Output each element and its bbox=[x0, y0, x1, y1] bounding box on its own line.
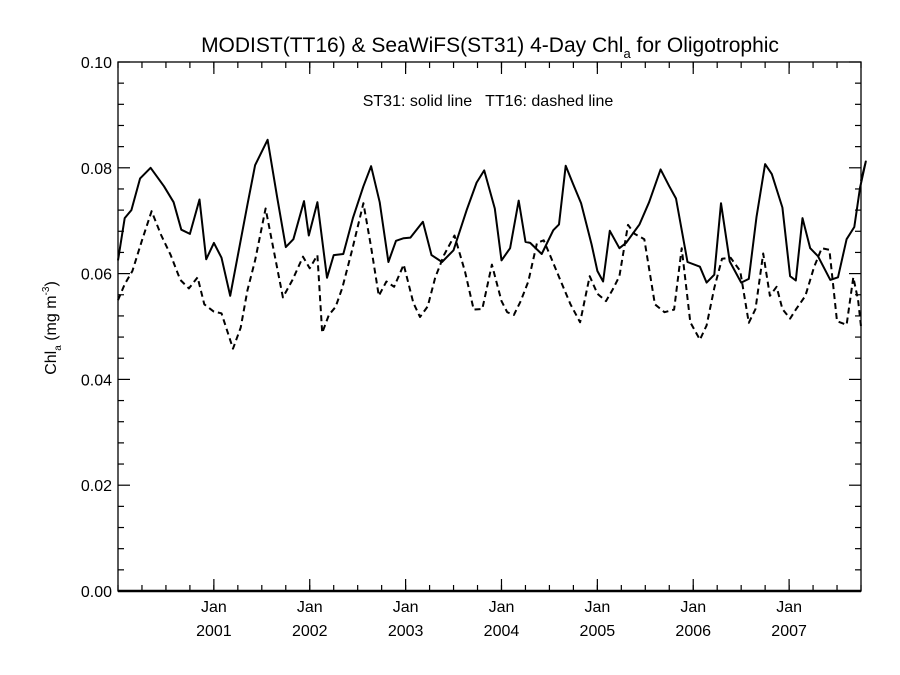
chart-title-main: MODIST(TT16) & SeaWiFS(ST31) 4-Day Chl bbox=[201, 34, 623, 57]
y-tick-label: 0.04 bbox=[81, 372, 112, 389]
x-tick-label-year: 2007 bbox=[771, 623, 807, 640]
x-tick-label-year: 2001 bbox=[196, 623, 232, 640]
svg-text:Chla (mg m-3): Chla (mg m-3) bbox=[41, 281, 64, 375]
x-tick-label-year: 2006 bbox=[675, 623, 711, 640]
x-tick-label-month: Jan bbox=[680, 599, 706, 616]
x-tick-label-month: Jan bbox=[776, 599, 802, 616]
y-axis-label-superscript: -3 bbox=[41, 286, 52, 295]
series-line-tt16 bbox=[117, 202, 862, 350]
y-tick-label: 0.08 bbox=[81, 161, 112, 178]
y-tick-label: 0.10 bbox=[81, 55, 112, 72]
y-tick-label: 0.02 bbox=[81, 478, 112, 495]
x-tick-label-month: Jan bbox=[201, 599, 227, 616]
series-layer bbox=[117, 138, 867, 350]
x-tick-label-month: Jan bbox=[393, 599, 419, 616]
x-tick-label-year: 2002 bbox=[292, 623, 328, 640]
series-line-st31 bbox=[117, 138, 867, 297]
chart-title: MODIST(TT16) & SeaWiFS(ST31) 4-Day Chla … bbox=[201, 34, 779, 61]
y-axis-label: Chla (mg m-3) bbox=[41, 281, 64, 375]
y-tick-label: 0.00 bbox=[81, 584, 112, 601]
chart-title-tail: for Oligotrophic bbox=[631, 34, 779, 57]
y-axis-label-mid: (mg m bbox=[43, 295, 60, 345]
y-axis-label-pre: Chl bbox=[43, 351, 60, 375]
legend-annotation: ST31: solid line TT16: dashed line bbox=[363, 93, 614, 110]
x-tick-label-year: 2003 bbox=[388, 623, 424, 640]
x-tick-label-month: Jan bbox=[584, 599, 610, 616]
x-tick-label-month: Jan bbox=[489, 599, 515, 616]
y-tick-label: 0.06 bbox=[81, 267, 112, 284]
x-tick-label-month: Jan bbox=[297, 599, 323, 616]
x-tick-label-year: 2005 bbox=[580, 623, 616, 640]
y-axis-label-post: ) bbox=[43, 281, 60, 286]
tick-labels: 0.00 0.02 0.04 0.06 0.08 0.10 Jan 2001 Jan 2002 Ja… bbox=[81, 55, 807, 640]
x-tick-label-year: 2004 bbox=[484, 623, 520, 640]
y-axis-label-subscript: a bbox=[53, 345, 64, 351]
chart-title-subscript: a bbox=[623, 46, 631, 61]
